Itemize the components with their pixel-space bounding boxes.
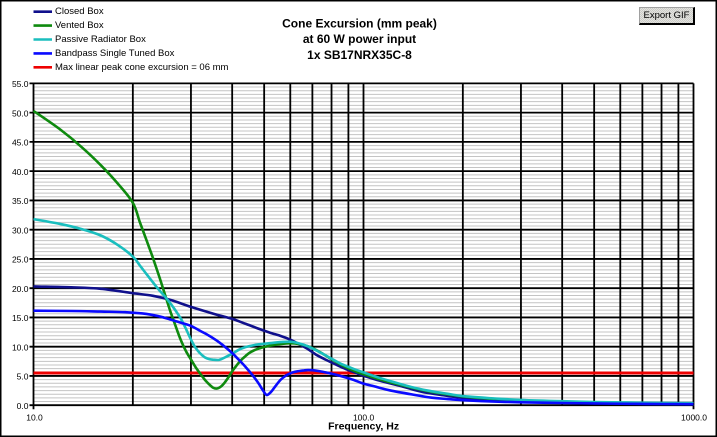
svg-text:Bandpass Single Tuned Box: Bandpass Single Tuned Box [55,48,175,59]
svg-text:at 60 W power input: at 60 W power input [303,32,416,46]
svg-text:45.0: 45.0 [12,138,29,148]
svg-text:50.0: 50.0 [12,109,29,119]
svg-text:30.0: 30.0 [12,226,29,236]
svg-text:10.0: 10.0 [12,343,29,353]
svg-text:15.0: 15.0 [12,313,29,323]
svg-text:Frequency, Hz: Frequency, Hz [328,421,399,433]
svg-text:0.0: 0.0 [17,401,29,411]
svg-text:Passive Radiator Box: Passive Radiator Box [55,34,146,45]
svg-text:35.0: 35.0 [12,196,29,206]
svg-text:20.0: 20.0 [12,284,29,294]
svg-text:55.0: 55.0 [12,79,29,89]
svg-text:25.0: 25.0 [12,255,29,265]
svg-text:Vented Box: Vented Box [55,20,104,31]
svg-text:1000.0: 1000.0 [681,413,707,423]
svg-text:Cone Excursion (mm peak): Cone Excursion (mm peak) [282,16,437,30]
svg-text:1x SB17NRX35C-8: 1x SB17NRX35C-8 [307,48,412,62]
svg-text:40.0: 40.0 [12,167,29,177]
svg-text:10.0: 10.0 [26,413,43,423]
svg-text:Closed Box: Closed Box [55,6,104,17]
svg-text:5.0: 5.0 [17,372,29,382]
svg-text:Max linear peak cone excursion: Max linear peak cone excursion = 06 mm [55,62,229,73]
svg-text:100.0: 100.0 [353,413,375,423]
